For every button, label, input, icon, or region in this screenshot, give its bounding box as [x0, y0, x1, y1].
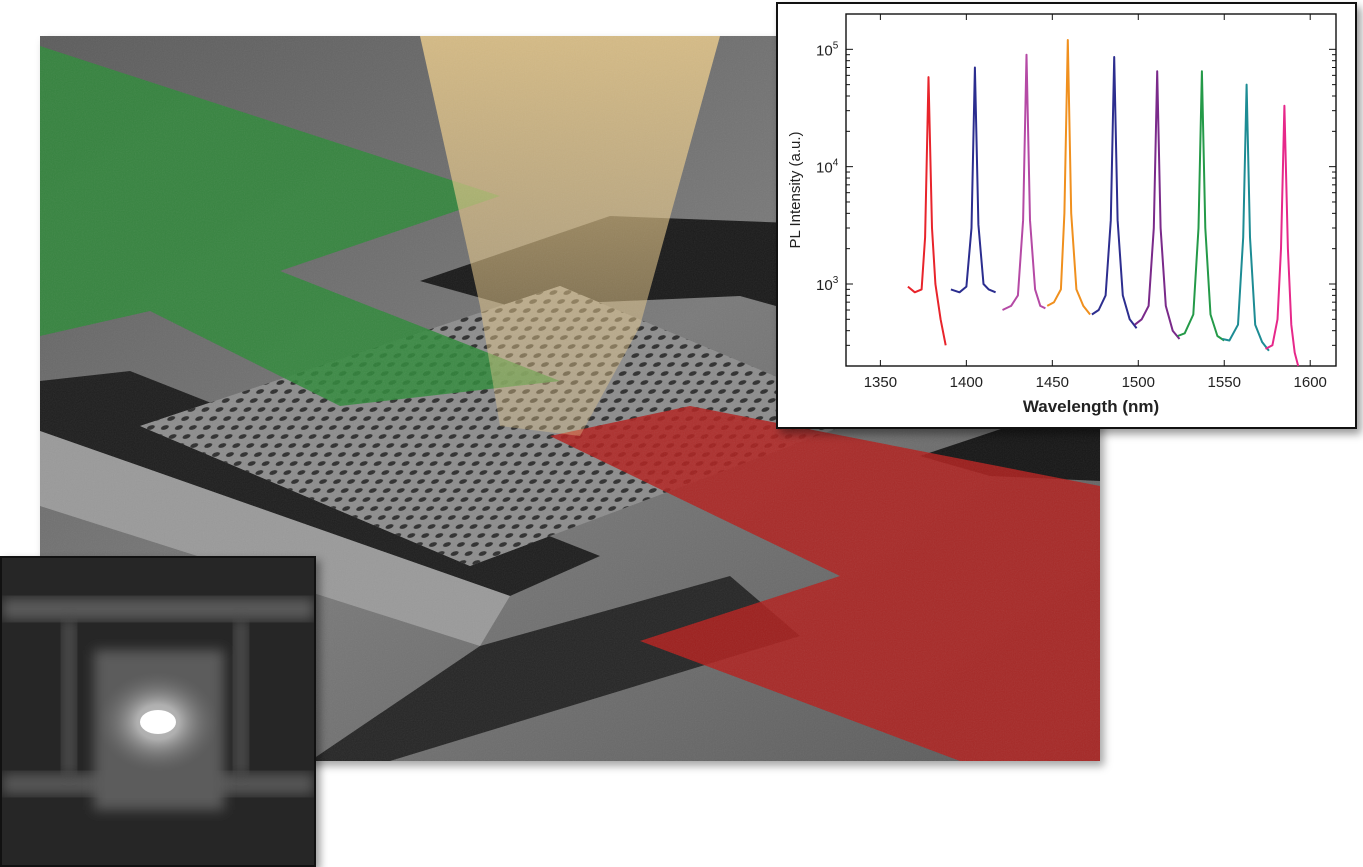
left-post	[62, 620, 76, 775]
spectrum-peak-8	[1222, 83, 1270, 352]
series-layer	[907, 39, 1300, 367]
x-tick-label: 1450	[1036, 374, 1069, 391]
pl-spectrum-inset: 1350 1400 1450 1500 1550 1600 103 104 105 Wavel…	[776, 2, 1357, 429]
spectrum-peak-4	[1046, 39, 1091, 316]
right-post	[234, 620, 248, 775]
spectrum-peak-9	[1265, 104, 1300, 367]
y-axis-label: PL Intensity (a.u.)	[787, 131, 804, 248]
x-tick-label: 1550	[1208, 374, 1241, 391]
pl-spectrum-chart: 1350 1400 1450 1500 1550 1600 103 104 105 Wavel…	[787, 13, 1337, 416]
y-axis: 103 104 105	[816, 13, 1336, 367]
spectrum-peak-7	[1177, 70, 1225, 342]
x-tick-label: 1600	[1294, 374, 1327, 391]
mode-spot	[140, 710, 176, 734]
y-tick-label: 103	[816, 275, 839, 294]
upper-band	[2, 598, 314, 620]
x-axis-label: Wavelength (nm)	[1023, 397, 1159, 416]
spectrum-peak-6	[1134, 70, 1181, 340]
cavity-mode-inset	[0, 556, 316, 867]
y-tick-label: 104	[816, 158, 839, 177]
y-tick-label: 105	[816, 40, 839, 59]
x-tick-label: 1500	[1122, 374, 1155, 391]
spectrum-peak-3	[1002, 53, 1046, 311]
cavity-mode-drawing	[2, 558, 314, 865]
x-axis: 1350 1400 1450 1500 1550 1600	[864, 14, 1327, 391]
spectrum-peak-5	[1091, 56, 1138, 329]
spectrum-peak-2	[950, 66, 996, 294]
plot-frame	[845, 13, 1337, 367]
spectrum-peak-1	[907, 76, 947, 346]
x-tick-label: 1400	[950, 374, 983, 391]
x-tick-label: 1350	[864, 374, 897, 391]
